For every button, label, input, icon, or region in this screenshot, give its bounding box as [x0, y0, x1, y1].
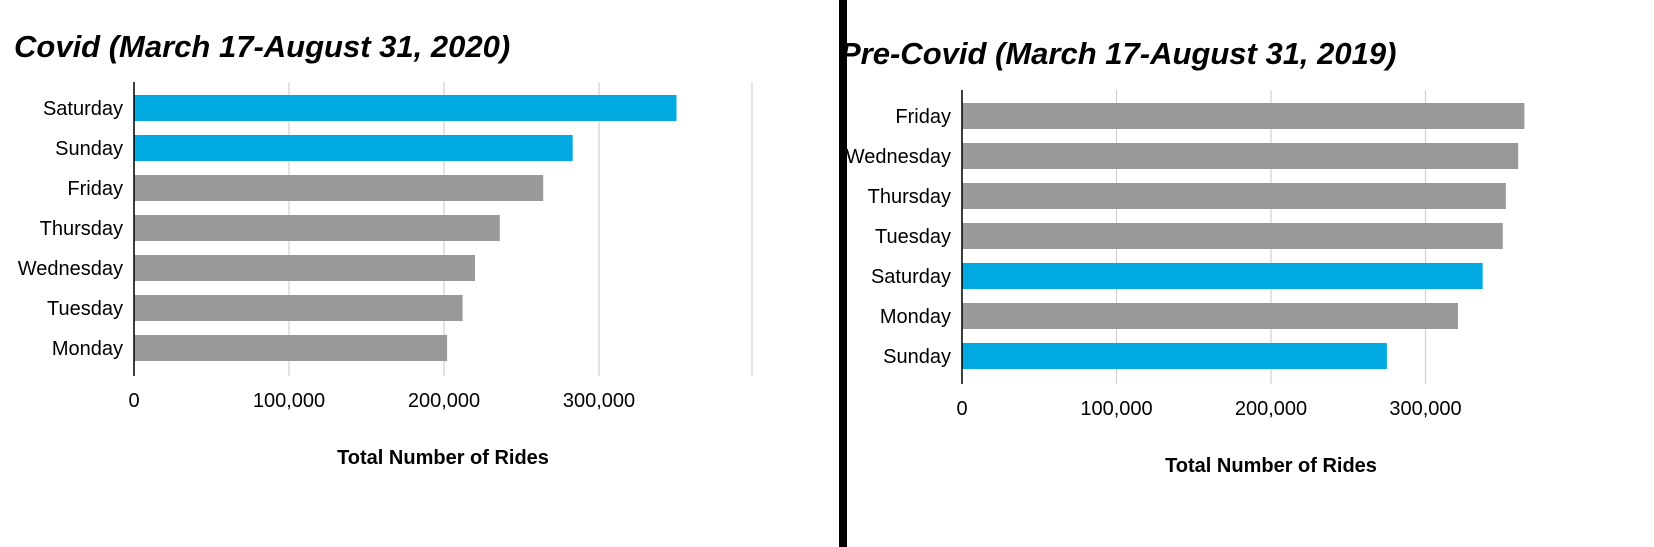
category-label: Thursday	[868, 186, 951, 208]
category-label: Wednesday	[846, 146, 951, 168]
x-tick-label: 300,000	[1389, 398, 1461, 420]
category-label: Thursday	[40, 218, 123, 240]
x-tick-label: 100,000	[1080, 398, 1152, 420]
category-label: Wednesday	[18, 258, 123, 280]
category-label: Sunday	[55, 138, 123, 160]
category-label: Monday	[52, 338, 123, 360]
category-label: Friday	[895, 106, 951, 128]
bars	[134, 95, 677, 361]
x-tick-label: 100,000	[253, 390, 325, 412]
bar-tuesday	[962, 223, 1503, 249]
chart-title: Pre-Covid (March 17-August 31, 2019)	[840, 36, 1396, 71]
x-tick-label: 200,000	[408, 390, 480, 412]
chart-pre-covid-2019: Pre-Covid (March 17-August 31, 2019) Tot…	[840, 0, 1654, 547]
category-label: Saturday	[871, 266, 951, 288]
bar-thursday	[962, 183, 1506, 209]
x-tick-label: 300,000	[563, 390, 635, 412]
bar-wednesday	[134, 255, 475, 281]
bar-friday	[962, 103, 1525, 129]
chart-covid-2020: Covid (March 17-August 31, 2020) Total N…	[14, 29, 753, 469]
bar-monday	[134, 335, 448, 361]
category-label: Saturday	[43, 98, 123, 120]
category-label: Monday	[880, 306, 951, 328]
category-label: Tuesday	[47, 298, 123, 320]
category-label: Friday	[67, 178, 123, 200]
x-axis-label: Total Number of Rides	[1165, 455, 1377, 477]
bar-friday	[134, 175, 544, 201]
x-tick-label: 0	[128, 390, 139, 412]
bars	[962, 103, 1525, 369]
chart-title: Covid (March 17-August 31, 2020)	[14, 29, 510, 64]
bar-sunday	[134, 135, 573, 161]
category-label: Sunday	[883, 346, 951, 368]
bar-chart-covid-2020: Covid (March 17-August 31, 2020) Total N…	[14, 29, 753, 469]
bar-chart-pre-covid-2019: Pre-Covid (March 17-August 31, 2019) Tot…	[840, 36, 1525, 477]
x-axis-label: Total Number of Rides	[337, 447, 549, 469]
bar-monday	[962, 303, 1458, 329]
bar-tuesday	[134, 295, 463, 321]
category-label: Tuesday	[875, 226, 951, 248]
bar-thursday	[134, 215, 500, 241]
panel-divider	[839, 0, 847, 547]
bar-saturday	[134, 95, 677, 121]
x-tick-label: 0	[956, 398, 967, 420]
x-tick-label: 200,000	[1235, 398, 1307, 420]
bar-sunday	[962, 343, 1387, 369]
bar-wednesday	[962, 143, 1519, 169]
bar-saturday	[962, 263, 1483, 289]
